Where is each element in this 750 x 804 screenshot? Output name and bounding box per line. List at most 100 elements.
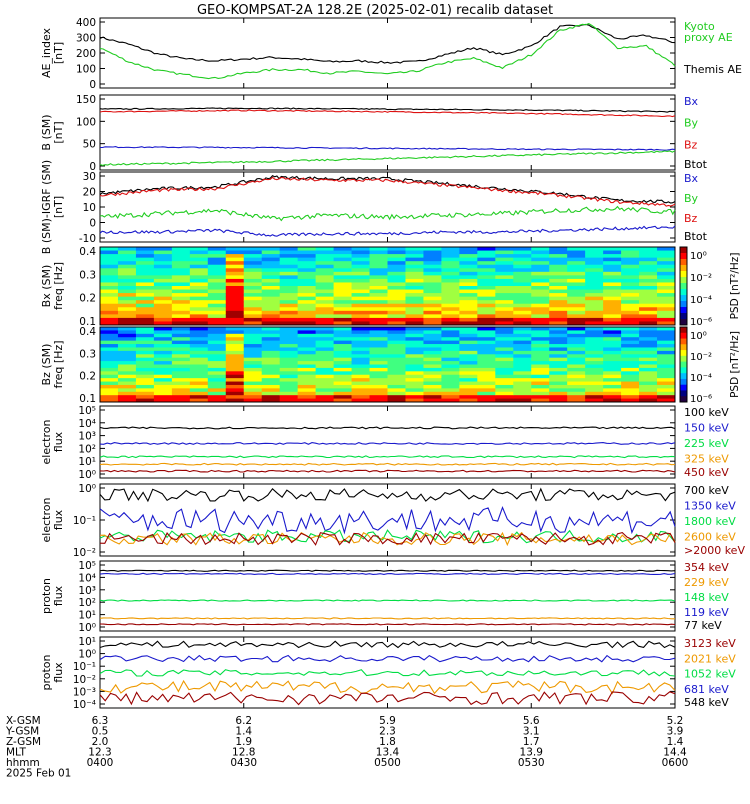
spectrogram-cell [549,354,568,359]
spectrogram-cell [423,300,442,305]
spectrogram-cell [369,367,388,372]
spectrogram-cell [369,296,388,301]
spectrogram-cell [297,367,317,372]
spectrogram-cell [189,354,209,359]
spectrogram-cell [279,361,299,365]
spectrogram-cell [549,391,568,396]
spectrogram-cell [369,378,388,383]
spectrogram-cell [621,268,640,273]
spectrogram-cell [315,307,335,312]
spectrogram-cell [351,293,371,298]
spectrogram-cell [513,395,532,400]
spectrogram-cell [207,354,227,359]
spectrogram-cell [315,282,335,287]
y-axis-label: electron [40,498,53,543]
spectrogram-cell [279,321,299,326]
spectrogram-cell [405,391,424,396]
spectrogram-cell [189,278,209,283]
spectrogram-cell [621,367,640,372]
spectrogram-cell [387,398,406,403]
spectrogram-cell [621,303,640,308]
spectrogram-cell [225,282,245,287]
spectrogram-cell [351,300,371,305]
spectrogram-cell [100,361,119,365]
spectrogram-cell [657,340,676,345]
series-line-1800-kev [99,529,676,544]
spectrogram-cell [477,364,496,369]
spectrogram-cell [477,354,496,359]
colorbar-segment [680,396,687,403]
y-axis-label: freq [Hz] [52,262,65,310]
colorbar-segment [680,344,687,351]
spectrogram-cell [153,264,173,269]
spectrogram-cell [153,391,173,396]
spectrogram-cell [531,381,550,386]
spectrogram-cell [351,286,371,291]
spectrogram-cell [297,282,317,287]
spectrogram-cell [423,395,442,400]
spectrogram-cell [117,303,137,308]
spectrogram-cell [351,350,371,355]
spectrogram-cell [531,282,550,287]
y-tick-label: 0.2 [79,371,96,383]
spectrogram-cell [369,321,388,326]
legend-label: 1350 keV [684,500,736,513]
spectrogram-cell [513,264,532,269]
spectrogram-cell [315,289,335,294]
legend-label: 450 keV [684,466,729,479]
spectrogram-cell [657,261,676,266]
spectrogram-cell [117,388,137,393]
spectrogram-cell [405,317,424,322]
spectrogram-cell [603,310,622,315]
spectrogram-cell [459,344,478,348]
spectrogram-cell [621,350,640,355]
series-line-150-kev [99,442,676,445]
spectrogram-cell [459,367,478,372]
spectrogram-cell [153,344,173,348]
spectrogram-cell [243,300,263,305]
spectrogram-cell [243,254,263,259]
spectrogram-cell [621,293,640,298]
spectrogram-cell [657,321,676,326]
spectrogram-cell [189,398,209,403]
spectrogram-cell [297,395,317,400]
spectrogram-cell [459,275,478,280]
spectrogram-cell [477,282,496,287]
spectrogram-cell [459,333,478,338]
spectrogram-cell [477,307,496,312]
spectrogram-cell [603,257,622,262]
spectrogram-cell [100,384,119,389]
y-tick-label: 400 [76,17,96,29]
spectrogram-cell [369,391,388,396]
spectrogram-cell [207,384,227,389]
colorbar-segment [680,327,687,334]
spectrogram-cell [549,278,568,283]
series-line-themis-ae [99,23,676,64]
spectrogram-cell [405,310,424,315]
legend-label: By [684,192,699,205]
spectrogram-cell [459,347,478,352]
spectrogram-cell [567,275,586,280]
spectrogram-cell [135,371,155,376]
spectrogram-cell [315,347,335,352]
spectrogram-cell [225,247,245,252]
spectrogram-cell [207,293,227,298]
spectrogram-cell [207,261,227,266]
spectrogram-cell [657,330,676,335]
y-tick-label: 10¹ [78,636,96,648]
spectrogram-cell [441,261,460,266]
series-line-by [99,205,676,222]
spectrogram-cell [531,278,550,283]
spectrogram-cell [351,247,371,252]
spectrogram-cell [477,300,496,305]
spectrogram-cell [333,395,353,400]
spectrogram-cell [657,286,676,291]
spectrogram-cell [567,254,586,259]
spectrogram-cell [603,371,622,376]
spectrogram-cell [441,381,460,386]
spectrogram-cell [153,367,173,372]
spectrogram-cell [495,307,514,312]
spectrogram-cell [135,337,155,342]
spectrogram-cell [531,330,550,335]
spectrogram-cell [441,296,460,301]
